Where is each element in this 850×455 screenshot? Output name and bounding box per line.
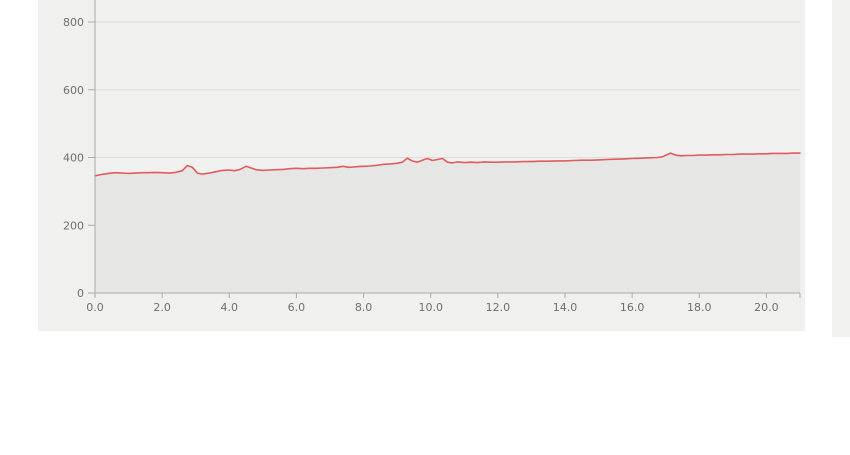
svg-text:2.0: 2.0: [153, 301, 171, 314]
route-stats: Länge 21 km Auf-/Abstiege 275 m/208 m Mi…: [0, 340, 850, 455]
svg-text:20.0: 20.0: [754, 301, 779, 314]
svg-text:16.0: 16.0: [620, 301, 645, 314]
svg-text:600: 600: [63, 84, 84, 97]
svg-text:0: 0: [77, 287, 84, 300]
svg-text:8.0: 8.0: [355, 301, 373, 314]
svg-text:4.0: 4.0: [221, 301, 239, 314]
svg-text:0.0: 0.0: [86, 301, 104, 314]
svg-text:400: 400: [63, 152, 84, 165]
elevation-profile-plot: 0 200 400 600 800 0.0 2.0 4.0 6.0 8.0 10.0 12.0 14.0…: [63, 0, 801, 314]
svg-text:14.0: 14.0: [553, 301, 578, 314]
svg-text:6.0: 6.0: [288, 301, 306, 314]
elevation-chart: 0 200 400 600 800 0.0 2.0 4.0 6.0 8.0 10.0 12.0 14.0…: [38, 0, 850, 337]
right-margin-strip: [832, 0, 850, 337]
svg-text:12.0: 12.0: [486, 301, 511, 314]
svg-text:18.0: 18.0: [687, 301, 712, 314]
svg-text:200: 200: [63, 219, 84, 232]
svg-text:10.0: 10.0: [418, 301, 443, 314]
svg-text:800: 800: [63, 16, 84, 29]
